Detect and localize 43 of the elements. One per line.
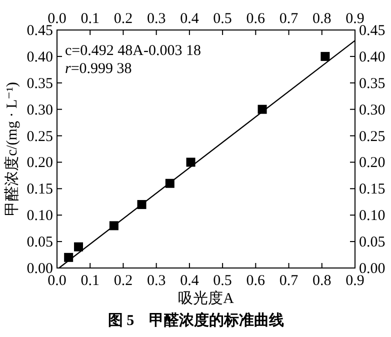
x2-tick-label: 0.2 — [114, 273, 133, 289]
y-axis-title: 甲醛浓度c/(mg · L⁻¹) — [4, 82, 20, 216]
x2-tick-label: 0.1 — [80, 273, 100, 289]
y2-tick-label: 0.10 — [359, 208, 386, 224]
y2-tick-label: 0.40 — [359, 49, 386, 66]
point — [320, 52, 330, 61]
x-tick-label: 0.1 — [80, 11, 100, 27]
x-axis-title: 吸光度A — [178, 291, 234, 308]
x2-tick-label: 0.3 — [146, 273, 166, 289]
x2-tick-label: 0.9 — [346, 273, 364, 289]
x-tick-label: 0.3 — [146, 11, 166, 27]
x2-tick-label: 0.4 — [180, 273, 200, 289]
x-tick-label: 0.6 — [246, 11, 266, 27]
x2-tick-label: 0.0 — [48, 273, 66, 289]
y2-tick-label: 0.30 — [359, 102, 386, 118]
annotation: c=0.492 48A-0.003 18 — [65, 43, 201, 60]
y-tick-label: 0.30 — [26, 102, 53, 118]
y2-tick-label: 0.45 — [359, 23, 386, 39]
y2-tick-label: 0.05 — [359, 234, 386, 251]
y2-tick-label: 0.35 — [359, 76, 386, 92]
y-tick-label: 0.35 — [26, 76, 53, 92]
y-tick-label: 0.40 — [26, 49, 53, 66]
x2-tick-label: 0.8 — [312, 273, 332, 289]
x2-tick-label: 0.7 — [279, 273, 299, 289]
annotation: r=0.999 38 — [65, 61, 132, 78]
x-tick-label: 0.5 — [213, 11, 232, 27]
x-tick-label: 0.7 — [279, 11, 299, 27]
x-tick-label: 0.2 — [114, 11, 133, 27]
y-tick-label: 0.05 — [26, 234, 53, 251]
x-tick-label: 0.4 — [180, 11, 200, 27]
point — [186, 158, 196, 167]
x-tick-label: 0.8 — [312, 11, 332, 27]
y2-tick-label: 0.15 — [359, 182, 386, 198]
y-tick-label: 0.10 — [26, 208, 53, 224]
x2-tick-label: 0.6 — [246, 273, 266, 289]
y-tick-label: 0.20 — [26, 155, 53, 172]
y2-tick-label: 0.25 — [359, 128, 386, 145]
y-tick-label: 0.25 — [26, 128, 53, 145]
text: 图 5 甲醛浓度的标准曲线 — [108, 313, 284, 330]
y-tick-label: 0.15 — [26, 182, 53, 198]
x2-tick-label: 0.5 — [213, 273, 232, 289]
y2-tick-label: 0.20 — [359, 155, 386, 172]
point — [74, 242, 84, 252]
